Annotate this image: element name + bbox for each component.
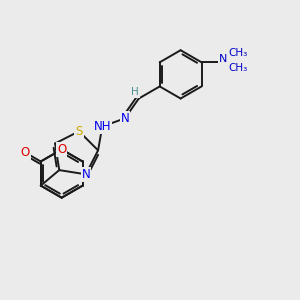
Text: S: S <box>75 125 83 138</box>
Text: N: N <box>121 112 129 125</box>
Text: H: H <box>131 87 139 97</box>
Text: CH₃: CH₃ <box>229 63 248 73</box>
Text: N: N <box>219 54 228 64</box>
Text: N: N <box>82 168 90 181</box>
Text: O: O <box>21 146 30 159</box>
Text: NH: NH <box>94 120 111 133</box>
Text: CH₃: CH₃ <box>229 48 248 58</box>
Text: O: O <box>57 143 66 156</box>
